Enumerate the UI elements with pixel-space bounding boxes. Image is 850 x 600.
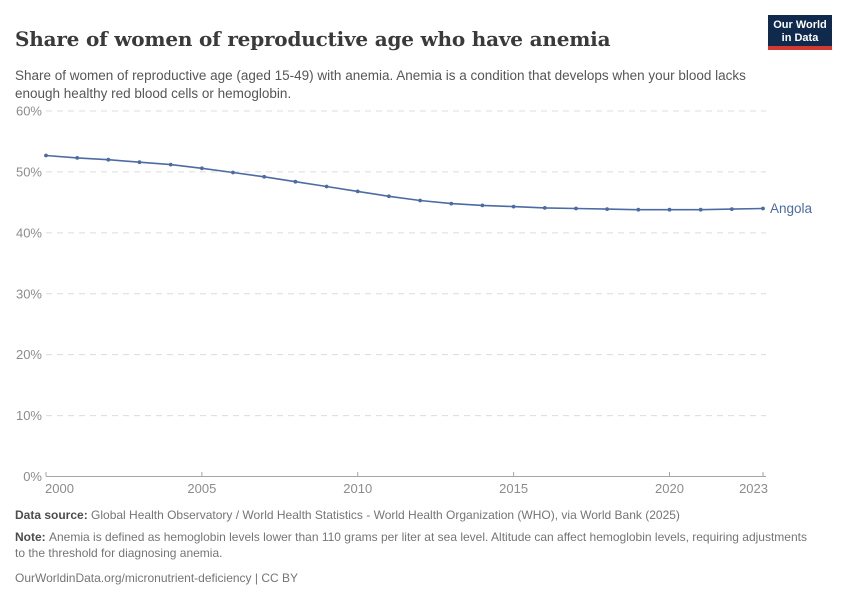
data-point[interactable] — [418, 198, 422, 203]
y-tick-label: 30% — [16, 286, 42, 301]
data-point[interactable] — [480, 203, 485, 208]
data-point[interactable] — [106, 157, 111, 162]
page-title: Share of women of reproductive age who h… — [15, 27, 611, 52]
data-point[interactable] — [667, 207, 672, 212]
data-point[interactable] — [75, 156, 80, 160]
data-source-line: Data source: Global Health Observatory /… — [15, 507, 820, 523]
data-point[interactable] — [387, 194, 391, 199]
owid-logo: Our World in Data — [768, 15, 832, 50]
data-point[interactable] — [44, 153, 48, 158]
data-point[interactable] — [262, 174, 267, 179]
license-text: | CC BY — [251, 571, 299, 585]
data-point[interactable] — [729, 207, 734, 212]
y-tick-label: 20% — [16, 347, 42, 362]
x-tick-label: 2000 — [45, 481, 74, 496]
series-label: Angola — [770, 201, 813, 216]
data-point[interactable] — [200, 166, 204, 171]
data-point[interactable] — [511, 204, 516, 209]
y-tick-label: 50% — [16, 164, 42, 179]
y-tick-label: 60% — [16, 104, 42, 119]
data-point[interactable] — [168, 162, 173, 167]
data-point[interactable] — [605, 207, 609, 212]
y-tick-label: 40% — [16, 225, 42, 240]
x-tick-label: 2005 — [187, 481, 216, 496]
link-line: OurWorldinData.org/micronutrient-deficie… — [15, 570, 820, 586]
data-point[interactable] — [636, 207, 641, 212]
data-point[interactable] — [542, 206, 547, 210]
y-tick-label: 10% — [16, 408, 42, 423]
chart-footer: Data source: Global Health Observatory /… — [15, 507, 820, 586]
owid-url-link[interactable]: OurWorldinData.org/micronutrient-deficie… — [15, 571, 252, 585]
data-point[interactable] — [231, 170, 235, 175]
data-point[interactable] — [137, 160, 142, 165]
owid-logo-line2: in Data — [781, 32, 819, 44]
x-tick-label: 2020 — [655, 481, 684, 496]
x-tick-label: 2023 — [739, 481, 768, 496]
data-point[interactable] — [574, 206, 578, 211]
data-point[interactable] — [324, 184, 329, 189]
owid-logo-line1: Our World — [773, 19, 827, 31]
data-point[interactable] — [355, 189, 360, 194]
data-point[interactable] — [293, 179, 298, 184]
page-subtitle: Share of women of reproductive age (aged… — [15, 67, 746, 102]
x-tick-label: 2010 — [343, 481, 372, 496]
data-point[interactable] — [449, 201, 454, 206]
note-text: Anemia is defined as hemoglobin levels l… — [15, 530, 807, 560]
y-tick-label: 0% — [23, 469, 42, 484]
trend-line[interactable] — [45, 154, 764, 211]
data-point[interactable] — [761, 206, 765, 211]
data-source-text: Global Health Observatory / World Health… — [91, 508, 680, 522]
data-source-label: Data source: — [15, 508, 92, 522]
x-tick-label: 2015 — [499, 481, 528, 496]
line-chart: 0% 10% 20% 30% 40% 50% 60% 2000 2005 2010 2015 2020… — [16, 104, 813, 497]
note-line: Note: Anemia is defined as hemoglobin le… — [15, 529, 820, 561]
data-point[interactable] — [698, 207, 703, 212]
note-label: Note: — [15, 530, 49, 544]
